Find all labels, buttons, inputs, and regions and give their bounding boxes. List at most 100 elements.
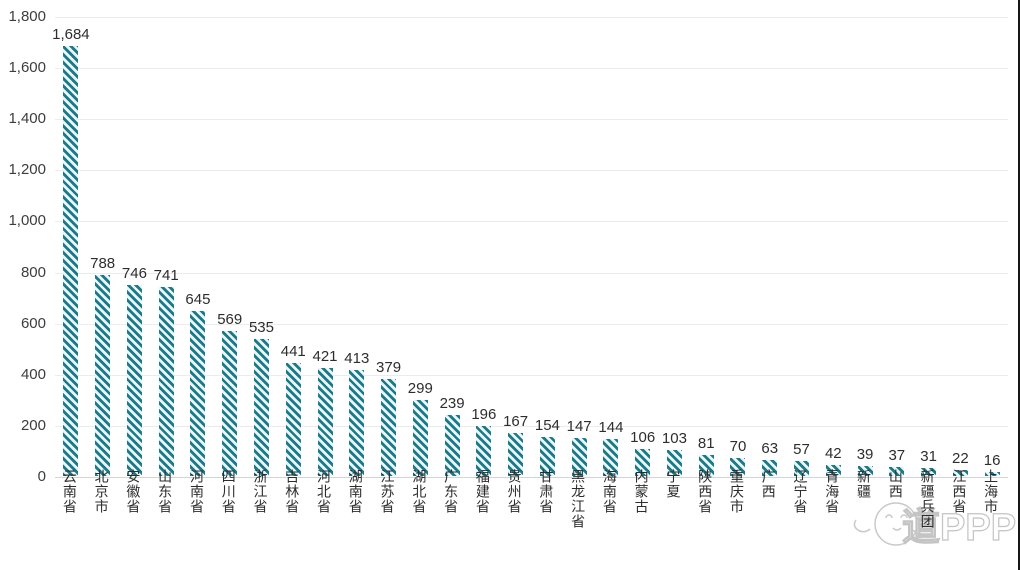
gridline [55, 170, 1008, 172]
x-category-label: 海南省 [601, 469, 618, 514]
x-axis-line [55, 477, 1008, 478]
bar [698, 455, 714, 476]
x-category-label: 上海市 [983, 469, 1000, 514]
bar-value-label: 569 [217, 310, 243, 328]
bar-value-label: 299 [407, 379, 433, 397]
bar-value-label: 81 [697, 435, 715, 453]
x-category-label: 青海省 [824, 469, 841, 514]
y-tick-label: 1,200 [8, 161, 46, 179]
x-category-label: 辽宁省 [792, 469, 809, 514]
x-category-label: 甘肃省 [538, 469, 555, 514]
bar-value-label: 1,684 [52, 25, 90, 43]
gridline [55, 221, 1008, 223]
bar [730, 458, 746, 476]
bar [921, 468, 937, 476]
y-tick-label: 1,600 [8, 59, 46, 77]
x-category-label: 河北省 [316, 469, 333, 514]
x-category-label: 贵州省 [506, 469, 523, 514]
x-category-label: 湖北省 [411, 469, 428, 514]
bar-value-label: 441 [280, 343, 306, 361]
x-category-label: 宁夏 [665, 469, 682, 499]
bar [95, 274, 111, 476]
x-category-label: 湖南省 [347, 469, 364, 514]
bar-value-label: 63 [761, 439, 779, 457]
bar [857, 466, 873, 476]
gridline [55, 119, 1008, 121]
bar-value-label: 746 [121, 265, 147, 283]
bar-value-label: 57 [793, 441, 810, 459]
x-category-label: 新疆 [856, 469, 873, 499]
x-category-label: 黑龙江省 [570, 469, 587, 529]
bar [63, 45, 79, 476]
bar-value-label: 37 [888, 446, 906, 464]
x-category-label: 安徽省 [125, 469, 142, 514]
bar-value-label: 167 [503, 413, 529, 431]
x-category-label: 江西省 [951, 469, 968, 514]
bar-value-label: 103 [661, 429, 687, 447]
bar [444, 414, 460, 476]
bar-value-label: 39 [856, 446, 874, 464]
plot-area: 1,684 788 746 741 645 569 535 441 421 413 379 299 23… [52, 17, 1008, 478]
x-category-label: 北京市 [93, 469, 110, 514]
x-category-label: 山东省 [157, 469, 174, 514]
x-category-label: 福建省 [474, 469, 491, 514]
bar-value-label: 154 [534, 416, 560, 434]
bar-value-label: 16 [983, 451, 1001, 469]
bar [381, 379, 397, 476]
bar [476, 425, 492, 476]
bar-value-label: 741 [153, 266, 179, 284]
gridline [55, 425, 1008, 427]
y-tick-label: 200 [20, 416, 46, 434]
y-tick-label: 600 [20, 314, 46, 332]
bar-value-label: 22 [952, 450, 969, 468]
bar-value-label: 147 [566, 418, 592, 436]
gridline [55, 68, 1008, 70]
bar [952, 470, 968, 476]
gridline [55, 374, 1008, 376]
bar [508, 433, 524, 476]
bar-value-label: 70 [729, 438, 747, 456]
bar [603, 439, 619, 476]
x-category-label: 广东省 [443, 469, 460, 514]
y-tick-label: 0 [37, 468, 46, 485]
bar [190, 311, 206, 476]
bar [762, 459, 778, 476]
bar-value-label: 645 [185, 291, 211, 309]
bar [349, 370, 365, 476]
gridline [55, 17, 1008, 18]
gridline [55, 272, 1008, 274]
x-category-label: 广西 [760, 469, 777, 499]
watermark-logo-chick-icon [853, 502, 921, 546]
bar [317, 368, 333, 476]
x-category-label: 四川省 [220, 469, 237, 514]
bar [158, 286, 174, 476]
bar [571, 438, 587, 476]
bar-value-label: 239 [439, 394, 465, 412]
bar [984, 471, 1000, 476]
bar [635, 448, 651, 476]
right-border [1018, 0, 1020, 570]
bar-value-label: 413 [344, 350, 370, 368]
x-category-label: 内蒙古 [633, 469, 650, 514]
y-tick-label: 400 [20, 365, 46, 383]
gridline [55, 323, 1008, 325]
bar-value-label: 535 [248, 319, 274, 337]
bar-value-label: 31 [920, 448, 937, 466]
x-category-label: 河南省 [188, 469, 205, 514]
bar-value-label: 42 [824, 445, 842, 463]
x-category-label: 浙江省 [252, 469, 269, 514]
bar [222, 330, 238, 476]
bar [412, 399, 428, 476]
bar [285, 363, 301, 476]
y-tick-label: 1,800 [8, 8, 46, 25]
bar [889, 466, 905, 476]
bar-value-label: 144 [598, 419, 624, 437]
bar [666, 449, 682, 476]
bar-value-label: 788 [90, 254, 116, 272]
bar-value-label: 196 [471, 405, 497, 423]
bar-value-label: 106 [630, 428, 656, 446]
y-tick-label: 800 [20, 263, 46, 281]
x-category-label: 重庆市 [728, 469, 745, 514]
x-category-label: 江苏省 [379, 469, 396, 514]
